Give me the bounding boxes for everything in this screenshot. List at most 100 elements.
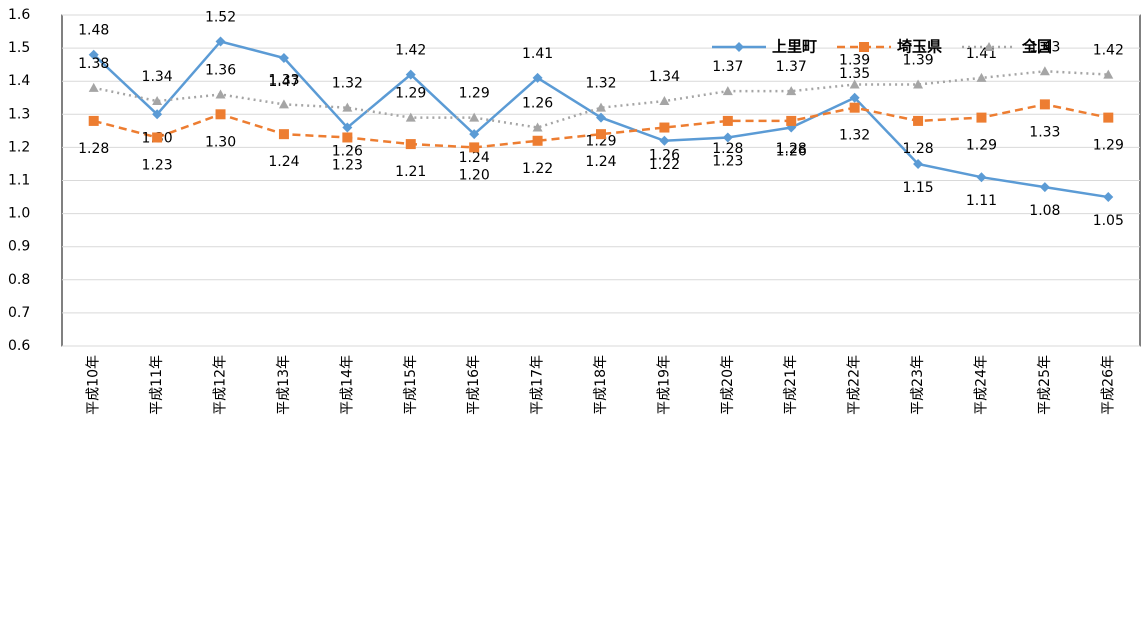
data-label: 1.23 [712, 153, 743, 169]
y-tick-label: 1.0 [8, 206, 30, 222]
legend: 上里町 埼玉県 全国 [712, 38, 1052, 56]
data-label: 1.08 [1029, 203, 1060, 219]
marker [152, 132, 163, 143]
y-tick-label: 1.3 [8, 106, 30, 122]
marker [405, 139, 416, 150]
marker [405, 112, 416, 122]
marker [976, 72, 987, 82]
legend-marker [859, 42, 870, 52]
data-label: 1.22 [649, 157, 680, 173]
data-label: 1.32 [839, 128, 870, 144]
y-tick-label: 1.6 [8, 7, 30, 23]
data-label: 1.29 [966, 138, 997, 154]
data-label: 1.30 [205, 134, 236, 150]
x-tick-label: 平成17年 [530, 355, 546, 415]
data-label: 1.32 [585, 76, 616, 92]
data-label: 1.36 [205, 62, 236, 78]
marker [976, 172, 987, 183]
data-label: 1.24 [268, 154, 299, 170]
data-label: 1.42 [1093, 43, 1124, 59]
data-label: 1.28 [712, 141, 743, 157]
y-tick-label: 0.7 [8, 305, 30, 321]
marker [659, 122, 670, 133]
marker [405, 69, 416, 80]
data-label: 1.26 [649, 148, 680, 164]
x-tick-label: 平成19年 [656, 355, 672, 415]
data-label: 1.33 [1029, 124, 1060, 140]
marker [1039, 182, 1050, 193]
marker [532, 122, 543, 132]
marker [913, 158, 924, 169]
data-label: 1.28 [902, 141, 933, 157]
data-label: 1.41 [522, 46, 553, 62]
data-label: 1.29 [459, 86, 490, 102]
marker [596, 112, 606, 123]
data-label: 1.26 [332, 144, 363, 160]
marker [215, 89, 226, 99]
data-label: 1.35 [839, 66, 870, 82]
x-tick-label: 平成16年 [466, 355, 482, 415]
data-label: 1.22 [522, 161, 553, 177]
data-label: 1.29 [1093, 138, 1124, 154]
data-label: 1.43 [1029, 39, 1060, 55]
marker [849, 79, 860, 89]
marker [1039, 66, 1050, 76]
marker [469, 129, 480, 140]
data-label: 1.52 [205, 9, 236, 25]
x-tick-label: 平成25年 [1037, 355, 1053, 415]
data-label: 1.26 [776, 144, 807, 160]
marker [342, 132, 353, 143]
marker [1103, 69, 1114, 79]
marker [1103, 112, 1114, 123]
marker [849, 102, 860, 113]
data-label: 1.37 [712, 59, 743, 75]
data-label: 1.24 [585, 154, 616, 170]
data-label: 1.42 [395, 43, 426, 59]
data-label: 1.21 [395, 164, 426, 180]
marker [342, 122, 353, 133]
marker [342, 102, 353, 112]
legend-marker [984, 42, 995, 51]
x-tick-label: 平成14年 [339, 355, 355, 415]
y-tick-label: 1.4 [8, 73, 30, 89]
data-label: 1.28 [776, 141, 807, 157]
marker [1039, 99, 1050, 110]
data-label: 1.34 [649, 69, 680, 85]
data-label: 1.32 [332, 76, 363, 92]
marker [532, 135, 543, 146]
data-label: 1.23 [142, 157, 173, 173]
marker [88, 82, 99, 92]
x-tick-label: 平成26年 [1100, 355, 1116, 415]
marker [722, 86, 733, 96]
marker [913, 115, 924, 126]
data-label: 1.39 [902, 53, 933, 69]
legend-label: 上里町 [772, 38, 817, 56]
data-label: 1.48 [78, 23, 109, 39]
marker [596, 102, 606, 112]
marker [469, 142, 480, 153]
marker [278, 129, 289, 140]
x-tick-label: 平成23年 [910, 355, 926, 415]
marker [786, 115, 797, 126]
marker [596, 129, 606, 140]
x-tick-label: 平成22年 [847, 355, 863, 415]
marker [215, 109, 226, 120]
data-label: 1.29 [395, 86, 426, 102]
y-tick-label: 1.2 [8, 139, 30, 155]
marker [278, 53, 289, 64]
marker [659, 135, 670, 146]
marker [976, 112, 987, 123]
y-tick-label: 0.6 [8, 338, 30, 354]
marker [215, 36, 226, 47]
y-tick-label: 0.9 [8, 239, 30, 255]
x-tick-label: 平成18年 [593, 355, 609, 415]
data-label: 1.28 [78, 141, 109, 157]
x-tick-label: 平成21年 [783, 355, 799, 415]
y-tick-label: 0.8 [8, 272, 30, 288]
legend-marker [734, 42, 744, 52]
x-tick-label: 平成11年 [149, 355, 165, 415]
marker [152, 96, 163, 106]
series-line [93, 103, 1109, 149]
data-label: 1.24 [459, 150, 490, 166]
